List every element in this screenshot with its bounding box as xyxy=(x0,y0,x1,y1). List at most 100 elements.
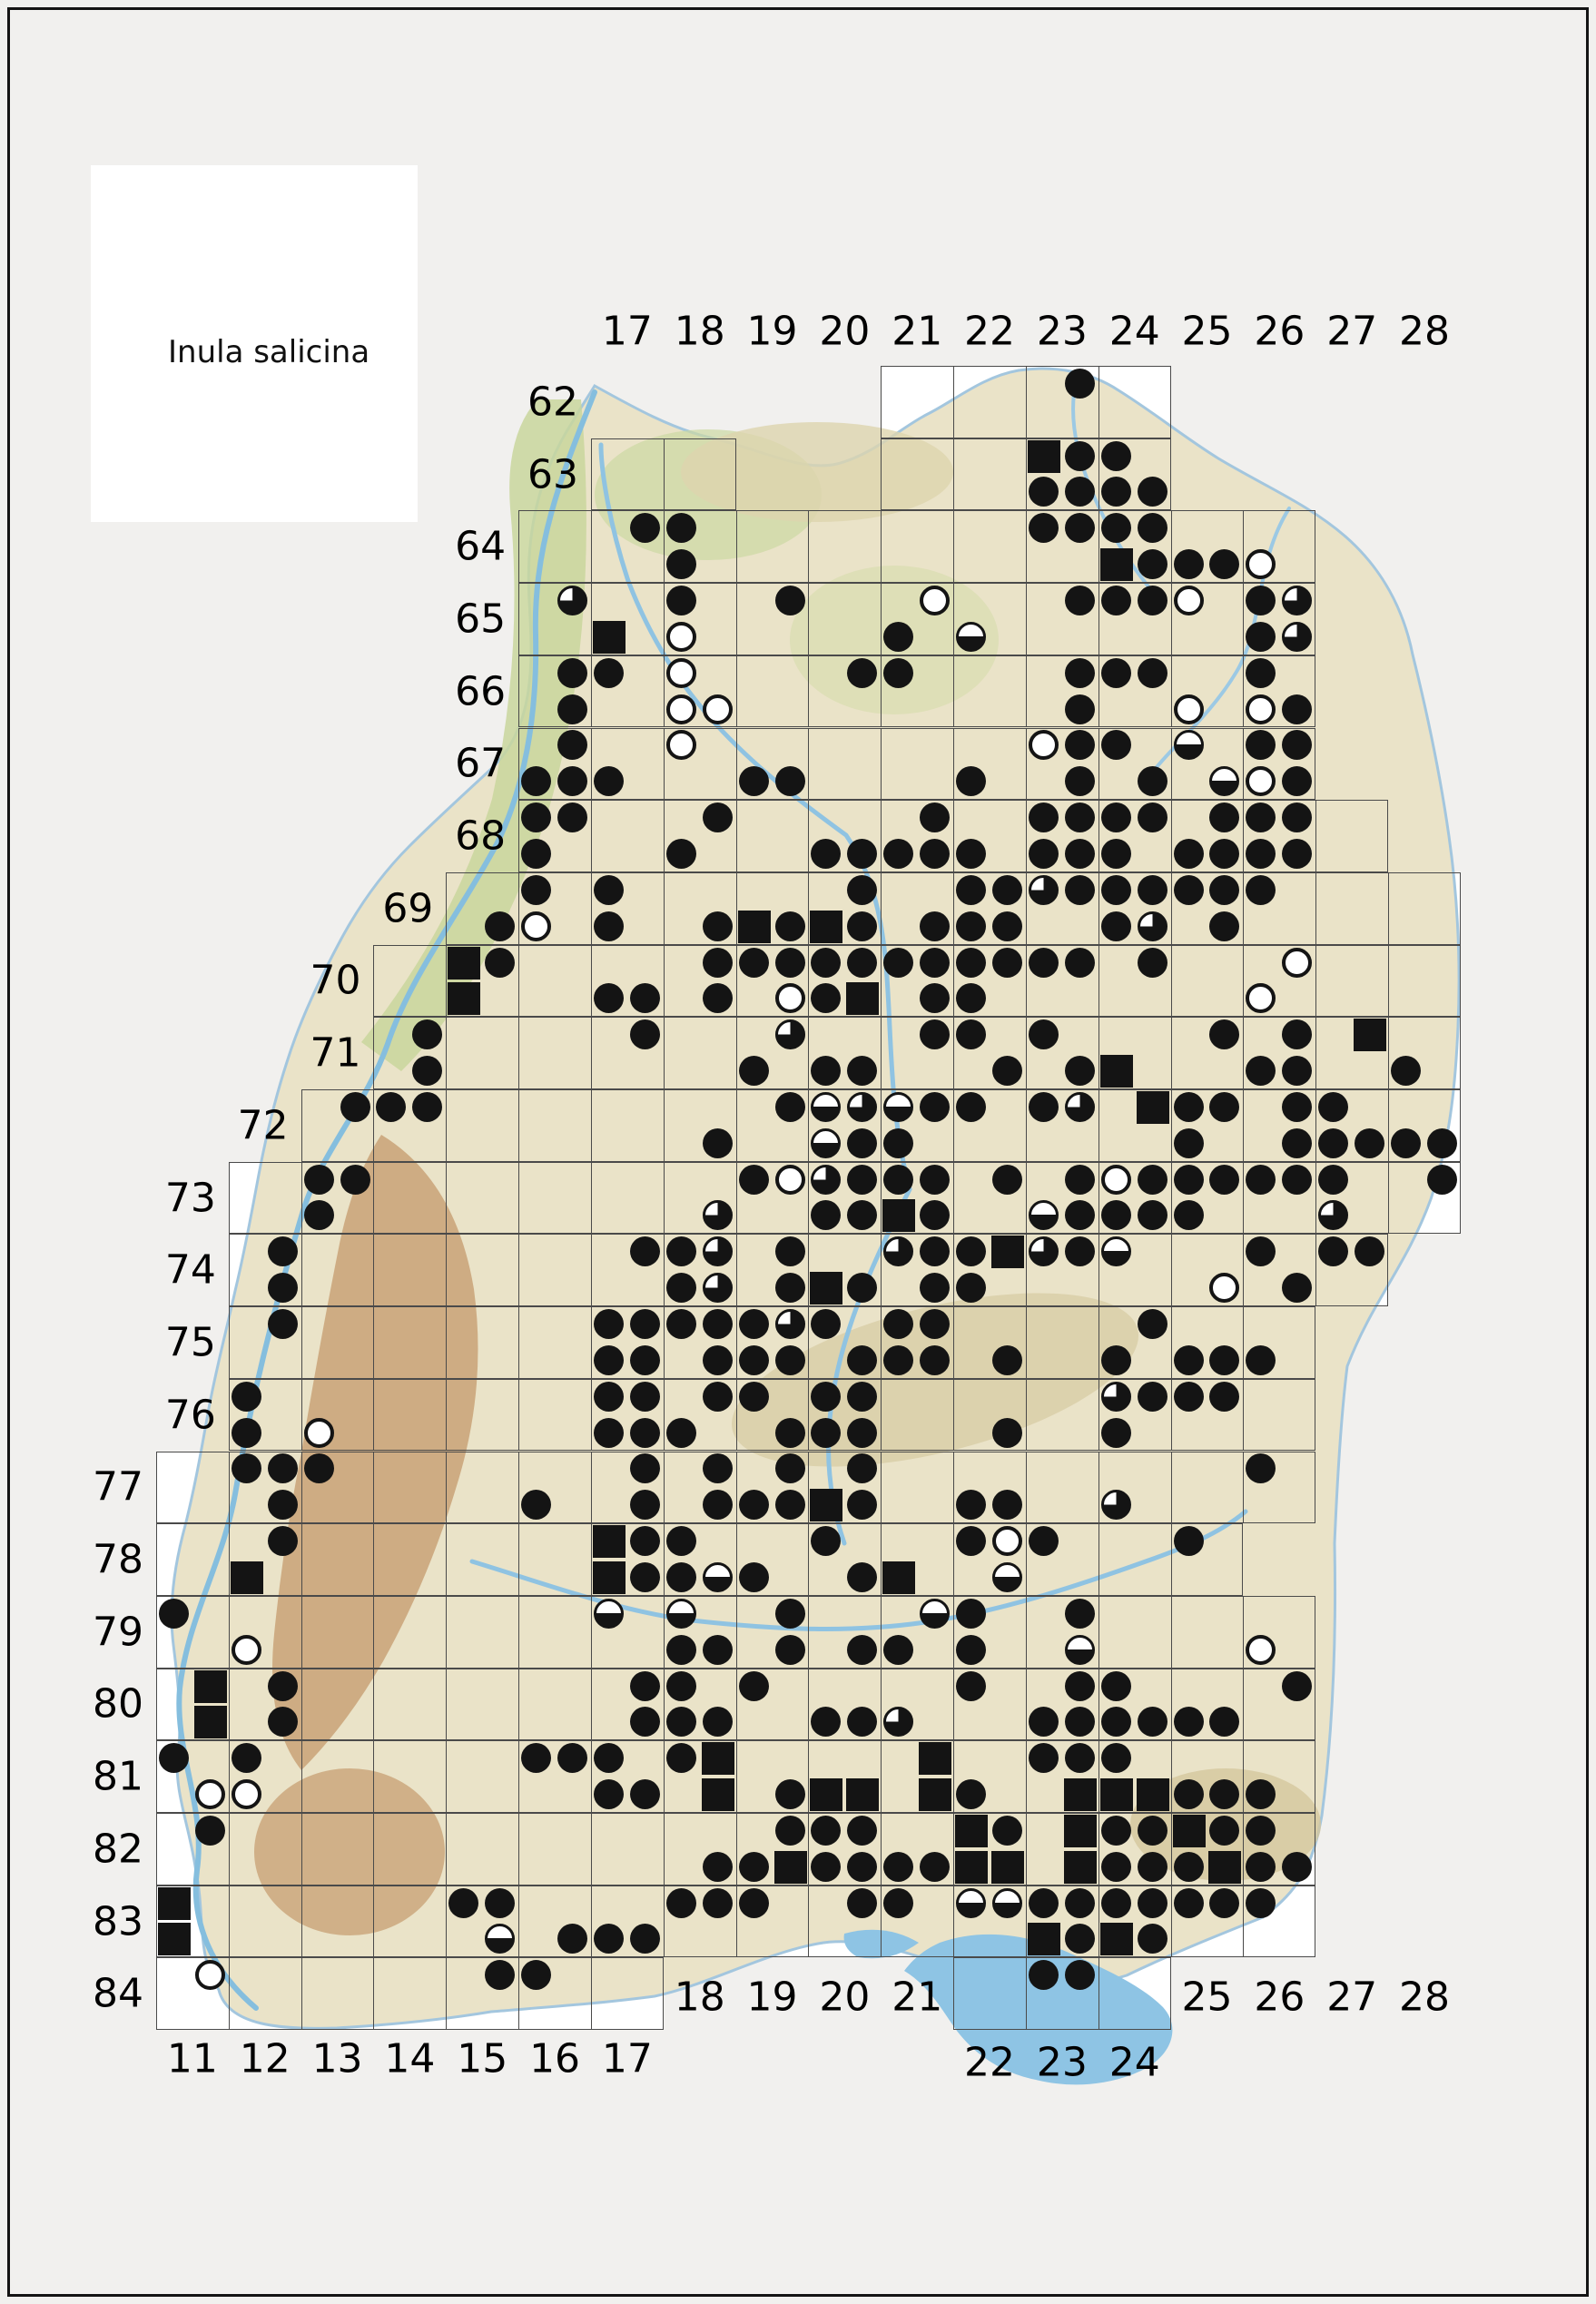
occurrence-three-quarter-filled-circle xyxy=(557,586,588,616)
occurrence-filled-circle xyxy=(1064,1960,1095,1991)
occurrence-filled-circle xyxy=(1209,911,1240,941)
occurrence-filled-circle xyxy=(738,1381,769,1412)
occurrence-half-filled-circle-bottom xyxy=(1209,766,1240,797)
grid-column-line xyxy=(1098,800,1099,872)
occurrence-filled-circle xyxy=(629,1707,660,1738)
grid-column-line xyxy=(1243,727,1245,801)
column-label-top: 27 xyxy=(1326,308,1378,355)
grid-column-line xyxy=(735,1668,737,1741)
grid-column-line xyxy=(663,583,665,655)
grid-column-line xyxy=(590,583,592,655)
grid-column-line xyxy=(1243,583,1245,655)
grid-column-line xyxy=(446,1885,448,1958)
grid-column-line xyxy=(373,1234,375,1307)
grid-column-line xyxy=(881,1813,882,1886)
grid-column-line xyxy=(953,1885,955,1958)
grid-column-line xyxy=(1170,1017,1172,1089)
grid-column-line xyxy=(1025,1957,1027,2031)
grid-column-line xyxy=(1098,1595,1099,1669)
occurrence-filled-circle xyxy=(1173,1344,1204,1375)
occurrence-filled-circle xyxy=(702,1490,733,1521)
grid-column-line xyxy=(300,1378,302,1452)
grid-column-line xyxy=(590,1451,592,1524)
grid-column-line xyxy=(373,1378,375,1452)
occurrence-filled-circle xyxy=(738,1887,769,1918)
grid-column-line xyxy=(1098,1885,1099,1958)
occurrence-filled-circle xyxy=(1028,838,1059,869)
grid-column-line xyxy=(1315,1161,1317,1235)
grid-column-line xyxy=(446,1523,448,1596)
occurrence-filled-circle xyxy=(557,766,588,797)
grid-column-line xyxy=(446,944,448,1018)
occurrence-filled-circle xyxy=(774,1598,805,1629)
grid-column-line xyxy=(1243,800,1245,872)
grid-column-line xyxy=(881,871,882,945)
occurrence-filled-circle xyxy=(665,513,696,544)
grid-row-border xyxy=(518,583,1316,655)
grid-column-line xyxy=(1025,727,1027,801)
occurrence-filled-circle xyxy=(557,730,588,761)
occurrence-three-quarter-filled-circle xyxy=(1282,586,1313,616)
occurrence-filled-circle xyxy=(593,874,624,905)
occurrence-filled-square xyxy=(810,1272,843,1305)
grid-column-line xyxy=(735,1089,737,1162)
grid-column-line xyxy=(1025,438,1027,511)
occurrence-filled-circle xyxy=(1282,838,1313,869)
occurrence-filled-circle xyxy=(1137,1815,1167,1846)
occurrence-filled-circle xyxy=(774,766,805,797)
row-label-left: 84 xyxy=(93,1970,143,2017)
grid-column-line xyxy=(663,1306,665,1379)
occurrence-filled-circle xyxy=(956,911,987,941)
occurrence-filled-circle xyxy=(738,947,769,978)
grid-column-line xyxy=(518,1813,520,1886)
occurrence-three-quarter-filled-circle xyxy=(1100,1381,1131,1412)
grid-column-line xyxy=(590,1957,592,2031)
grid-column-line xyxy=(735,727,737,801)
occurrence-filled-circle xyxy=(1246,1344,1276,1375)
occurrence-three-quarter-filled-circle xyxy=(883,1707,914,1738)
occurrence-filled-circle xyxy=(992,1417,1022,1448)
occurrence-filled-circle xyxy=(847,1490,878,1521)
occurrence-filled-circle xyxy=(1100,440,1131,471)
grid-column-line xyxy=(881,1089,882,1162)
occurrence-filled-circle xyxy=(1282,802,1313,833)
occurrence-open-circle xyxy=(774,983,805,1014)
grid-column-line xyxy=(663,1378,665,1452)
column-label-bottom: 20 xyxy=(819,1974,871,2021)
grid-column-line xyxy=(1243,1451,1245,1524)
occurrence-three-quarter-filled-circle xyxy=(1028,874,1059,905)
occurrence-filled-square xyxy=(1063,1850,1097,1884)
occurrence-filled-circle xyxy=(1100,1815,1131,1846)
occurrence-filled-circle xyxy=(847,1851,878,1882)
occurrence-three-quarter-filled-circle xyxy=(811,1164,842,1195)
occurrence-filled-circle xyxy=(629,1453,660,1484)
grid-column-line xyxy=(953,1595,955,1669)
occurrence-half-filled-circle-bottom xyxy=(1100,1236,1131,1267)
grid-column-line xyxy=(1388,1017,1390,1089)
grid-column-line xyxy=(1170,1740,1172,1813)
grid-column-line xyxy=(1243,1885,1245,1958)
occurrence-filled-circle xyxy=(956,1526,987,1557)
occurrence-filled-circle xyxy=(593,1924,624,1954)
occurrence-filled-circle xyxy=(231,1417,261,1448)
grid-column-line xyxy=(228,1668,230,1741)
occurrence-filled-circle xyxy=(1209,1091,1240,1122)
occurrence-filled-circle xyxy=(665,838,696,869)
grid-column-line xyxy=(518,1234,520,1307)
grid-column-line xyxy=(518,1306,520,1379)
grid-column-line xyxy=(1170,1234,1172,1307)
row-label-left: 70 xyxy=(310,957,361,1004)
column-label-bottom: 26 xyxy=(1254,1974,1305,2021)
occurrence-three-quarter-filled-circle xyxy=(702,1236,733,1267)
occurrence-filled-circle xyxy=(1355,1127,1385,1158)
occurrence-filled-circle xyxy=(1137,1309,1167,1340)
occurrence-filled-circle xyxy=(1137,1707,1167,1738)
occurrence-filled-circle xyxy=(1173,1381,1204,1412)
occurrence-filled-square xyxy=(230,1561,263,1594)
grid-column-line xyxy=(590,1234,592,1307)
occurrence-filled-circle xyxy=(1064,513,1095,544)
occurrence-filled-circle xyxy=(267,1526,298,1557)
grid-column-line xyxy=(1098,366,1099,438)
grid-column-line xyxy=(808,1161,810,1235)
